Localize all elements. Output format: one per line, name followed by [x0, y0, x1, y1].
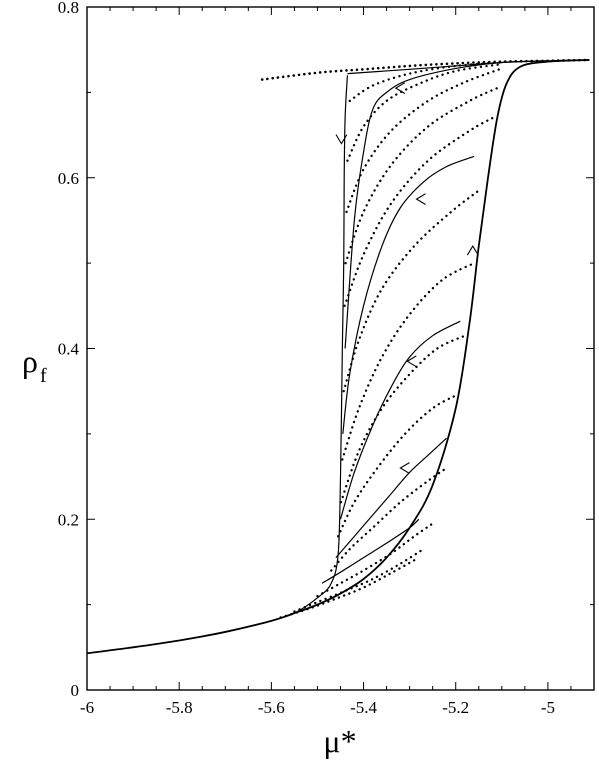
y-tick-label: 0 — [71, 681, 80, 700]
y-axis-label: ρ f — [22, 343, 47, 387]
series-dotted-curve — [279, 556, 420, 619]
x-axis: -6 -5.8 -5.6 -5.4 -5.2 -5 — [80, 7, 595, 717]
series-line — [86, 59, 590, 655]
series-line — [344, 60, 548, 349]
series-line — [271, 75, 349, 622]
y-tick-label: 0.2 — [58, 510, 79, 529]
y-axis-label-subscript: f — [40, 365, 47, 387]
series-arrow — [466, 244, 479, 256]
series-line — [335, 437, 447, 559]
series-dotted-curve — [342, 189, 480, 393]
y-axis: 0 0.2 0.4 0.6 0.8 — [58, 0, 594, 700]
series-dotted-curve — [345, 67, 503, 214]
plot-area — [86, 6, 595, 691]
series-dotted-curve — [343, 116, 494, 307]
series-dotted-curve — [344, 86, 499, 265]
series-arrow — [406, 355, 417, 368]
x-tick-label: -6 — [80, 698, 94, 717]
x-tick-label: -5.2 — [442, 698, 469, 717]
series-dotted-curve — [316, 522, 434, 598]
plot-frame — [86, 6, 595, 691]
series-dotted-curve — [330, 466, 448, 572]
x-tick-label: -5.4 — [350, 698, 377, 717]
series-dotted-curve — [293, 547, 425, 613]
series-line — [339, 320, 461, 520]
series-dotted-curve — [348, 61, 503, 103]
x-tick-label: -5.6 — [258, 698, 285, 717]
x-axis-label: μ* — [323, 723, 356, 759]
y-axis-label-main: ρ — [22, 343, 38, 379]
y-tick-label: 0.8 — [58, 0, 79, 17]
series-arrow — [399, 462, 410, 474]
series-dotted-curve — [339, 334, 467, 504]
series-arrow — [335, 134, 348, 145]
x-tick-label: -5 — [541, 698, 555, 717]
series-line — [342, 155, 475, 434]
series-dotted-curve — [346, 63, 503, 162]
y-tick-label: 0.6 — [58, 169, 79, 188]
series-dotted-curve — [337, 394, 457, 538]
series-arrow — [415, 193, 426, 205]
series-line — [321, 518, 420, 584]
y-tick-label: 0.4 — [58, 340, 80, 359]
x-tick-label: -5.8 — [166, 698, 193, 717]
